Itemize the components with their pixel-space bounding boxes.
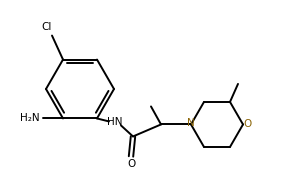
Text: HN: HN — [107, 117, 123, 127]
Text: H₂N: H₂N — [20, 113, 40, 123]
Text: N: N — [187, 119, 195, 129]
Text: O: O — [244, 119, 252, 129]
Text: Cl: Cl — [42, 22, 52, 32]
Text: O: O — [127, 160, 135, 170]
